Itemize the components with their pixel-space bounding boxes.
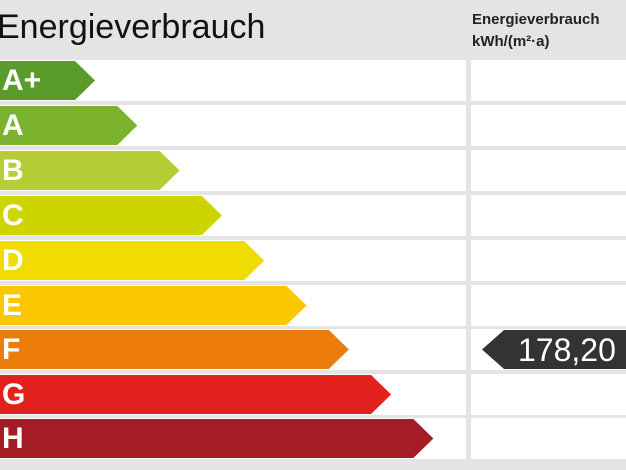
value-header-line2: kWh/(m²·a) [472, 33, 550, 50]
class-row-A: A [0, 105, 626, 146]
bar-cell: H [0, 418, 466, 459]
value-arrow: 178,20 [482, 330, 626, 369]
value-cell [471, 374, 626, 415]
bar-cell: F [0, 329, 466, 370]
class-row-G: G [0, 374, 626, 415]
class-bar: F [0, 330, 349, 369]
class-bar: H [0, 419, 433, 458]
bar-cell: B [0, 150, 466, 191]
value-cell [471, 105, 626, 146]
class-row-D: D [0, 240, 626, 281]
class-row-E: E [0, 285, 626, 326]
label-title: Energieverbrauch [0, 8, 266, 46]
value-column-header: Energieverbrauch kWh/(m²·a) [472, 9, 600, 53]
bar-cell: A [0, 105, 466, 146]
value-header-line1: Energieverbrauch [472, 11, 600, 28]
value-cell [471, 60, 626, 101]
class-label: D [2, 244, 24, 277]
bar-cell: C [0, 195, 466, 236]
value-cell [471, 240, 626, 281]
class-bar: A [0, 106, 137, 145]
class-row-B: B [0, 150, 626, 191]
class-label: G [2, 378, 26, 411]
bar-cell: D [0, 240, 466, 281]
value-cell [471, 418, 626, 459]
class-bar: B [0, 151, 180, 190]
value-cell [471, 285, 626, 326]
bar-cell: E [0, 285, 466, 326]
class-bar: D [0, 241, 264, 280]
class-label: H [2, 422, 24, 455]
class-bar: E [0, 286, 307, 325]
class-label: A [2, 109, 24, 142]
bar-cell: A+ [0, 60, 466, 101]
bar-cell: G [0, 374, 466, 415]
class-row-F: F 178,20 [0, 329, 626, 370]
class-label: C [2, 199, 24, 232]
value-cell [471, 150, 626, 191]
class-bar: G [0, 375, 391, 414]
class-row-H: H [0, 418, 626, 459]
class-row-C: C [0, 195, 626, 236]
class-label: F [2, 333, 21, 366]
value-cell [471, 195, 626, 236]
class-bar: C [0, 196, 222, 235]
class-label: B [2, 154, 24, 187]
value-text: 178,20 [518, 332, 616, 368]
class-bar: A+ [0, 61, 95, 100]
class-label: A+ [2, 64, 42, 97]
class-row-Aplus: A+ [0, 60, 626, 101]
class-label: E [2, 289, 23, 322]
